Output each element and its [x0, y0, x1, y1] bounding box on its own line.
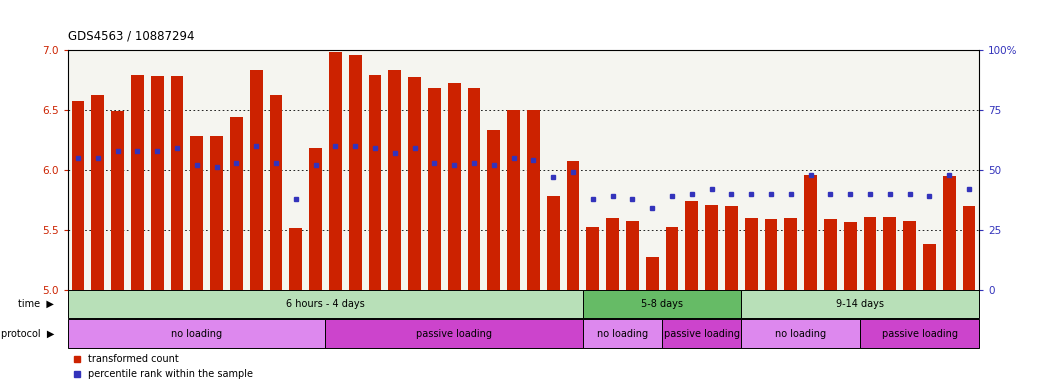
Text: protocol  ▶: protocol ▶: [1, 329, 54, 339]
Bar: [326, 319, 583, 348]
Bar: [111, 111, 124, 290]
Bar: [250, 70, 263, 290]
Text: 6 hours - 4 days: 6 hours - 4 days: [286, 299, 364, 309]
Bar: [309, 148, 322, 290]
Bar: [329, 52, 341, 290]
Bar: [527, 110, 540, 290]
Bar: [487, 130, 500, 290]
Bar: [131, 75, 143, 290]
Bar: [844, 222, 856, 290]
Bar: [904, 221, 916, 290]
Bar: [230, 117, 243, 290]
Bar: [626, 221, 639, 290]
Text: time  ▶: time ▶: [18, 299, 54, 309]
Bar: [784, 218, 797, 290]
Text: percentile rank within the sample: percentile rank within the sample: [88, 369, 253, 379]
Bar: [741, 290, 979, 318]
Bar: [468, 88, 481, 290]
Bar: [662, 319, 741, 348]
Bar: [71, 101, 85, 290]
Bar: [171, 76, 183, 290]
Bar: [764, 219, 778, 290]
Text: passive loading: passive loading: [417, 329, 492, 339]
Bar: [269, 96, 283, 290]
Bar: [448, 83, 461, 290]
Bar: [408, 78, 421, 290]
Bar: [583, 290, 741, 318]
Bar: [686, 201, 698, 290]
Bar: [68, 319, 326, 348]
Bar: [388, 70, 401, 290]
Bar: [586, 227, 599, 290]
Bar: [942, 176, 956, 290]
Bar: [741, 319, 861, 348]
Text: transformed count: transformed count: [88, 354, 179, 364]
Text: passive loading: passive loading: [664, 329, 740, 339]
Bar: [725, 206, 738, 290]
Bar: [507, 110, 520, 290]
Text: passive loading: passive loading: [882, 329, 958, 339]
Bar: [151, 76, 163, 290]
Bar: [547, 196, 560, 290]
Bar: [804, 175, 817, 290]
Bar: [884, 217, 896, 290]
Bar: [428, 88, 441, 290]
Text: 9-14 days: 9-14 days: [837, 299, 884, 309]
Bar: [962, 206, 976, 290]
Text: no loading: no loading: [597, 329, 648, 339]
Bar: [349, 55, 361, 290]
Text: GDS4563 / 10887294: GDS4563 / 10887294: [68, 29, 195, 42]
Text: no loading: no loading: [172, 329, 222, 339]
Bar: [191, 136, 203, 290]
Bar: [706, 205, 718, 290]
Bar: [861, 319, 979, 348]
Bar: [583, 319, 662, 348]
Bar: [91, 96, 105, 290]
Text: no loading: no loading: [775, 329, 826, 339]
Bar: [369, 75, 381, 290]
Bar: [824, 219, 837, 290]
Bar: [210, 136, 223, 290]
Bar: [923, 244, 936, 290]
Bar: [566, 161, 579, 290]
Bar: [646, 257, 659, 290]
Bar: [864, 217, 876, 290]
Bar: [606, 218, 619, 290]
Bar: [744, 218, 758, 290]
Bar: [68, 290, 583, 318]
Text: 5-8 days: 5-8 days: [641, 299, 683, 309]
Bar: [666, 227, 678, 290]
Bar: [289, 228, 303, 290]
